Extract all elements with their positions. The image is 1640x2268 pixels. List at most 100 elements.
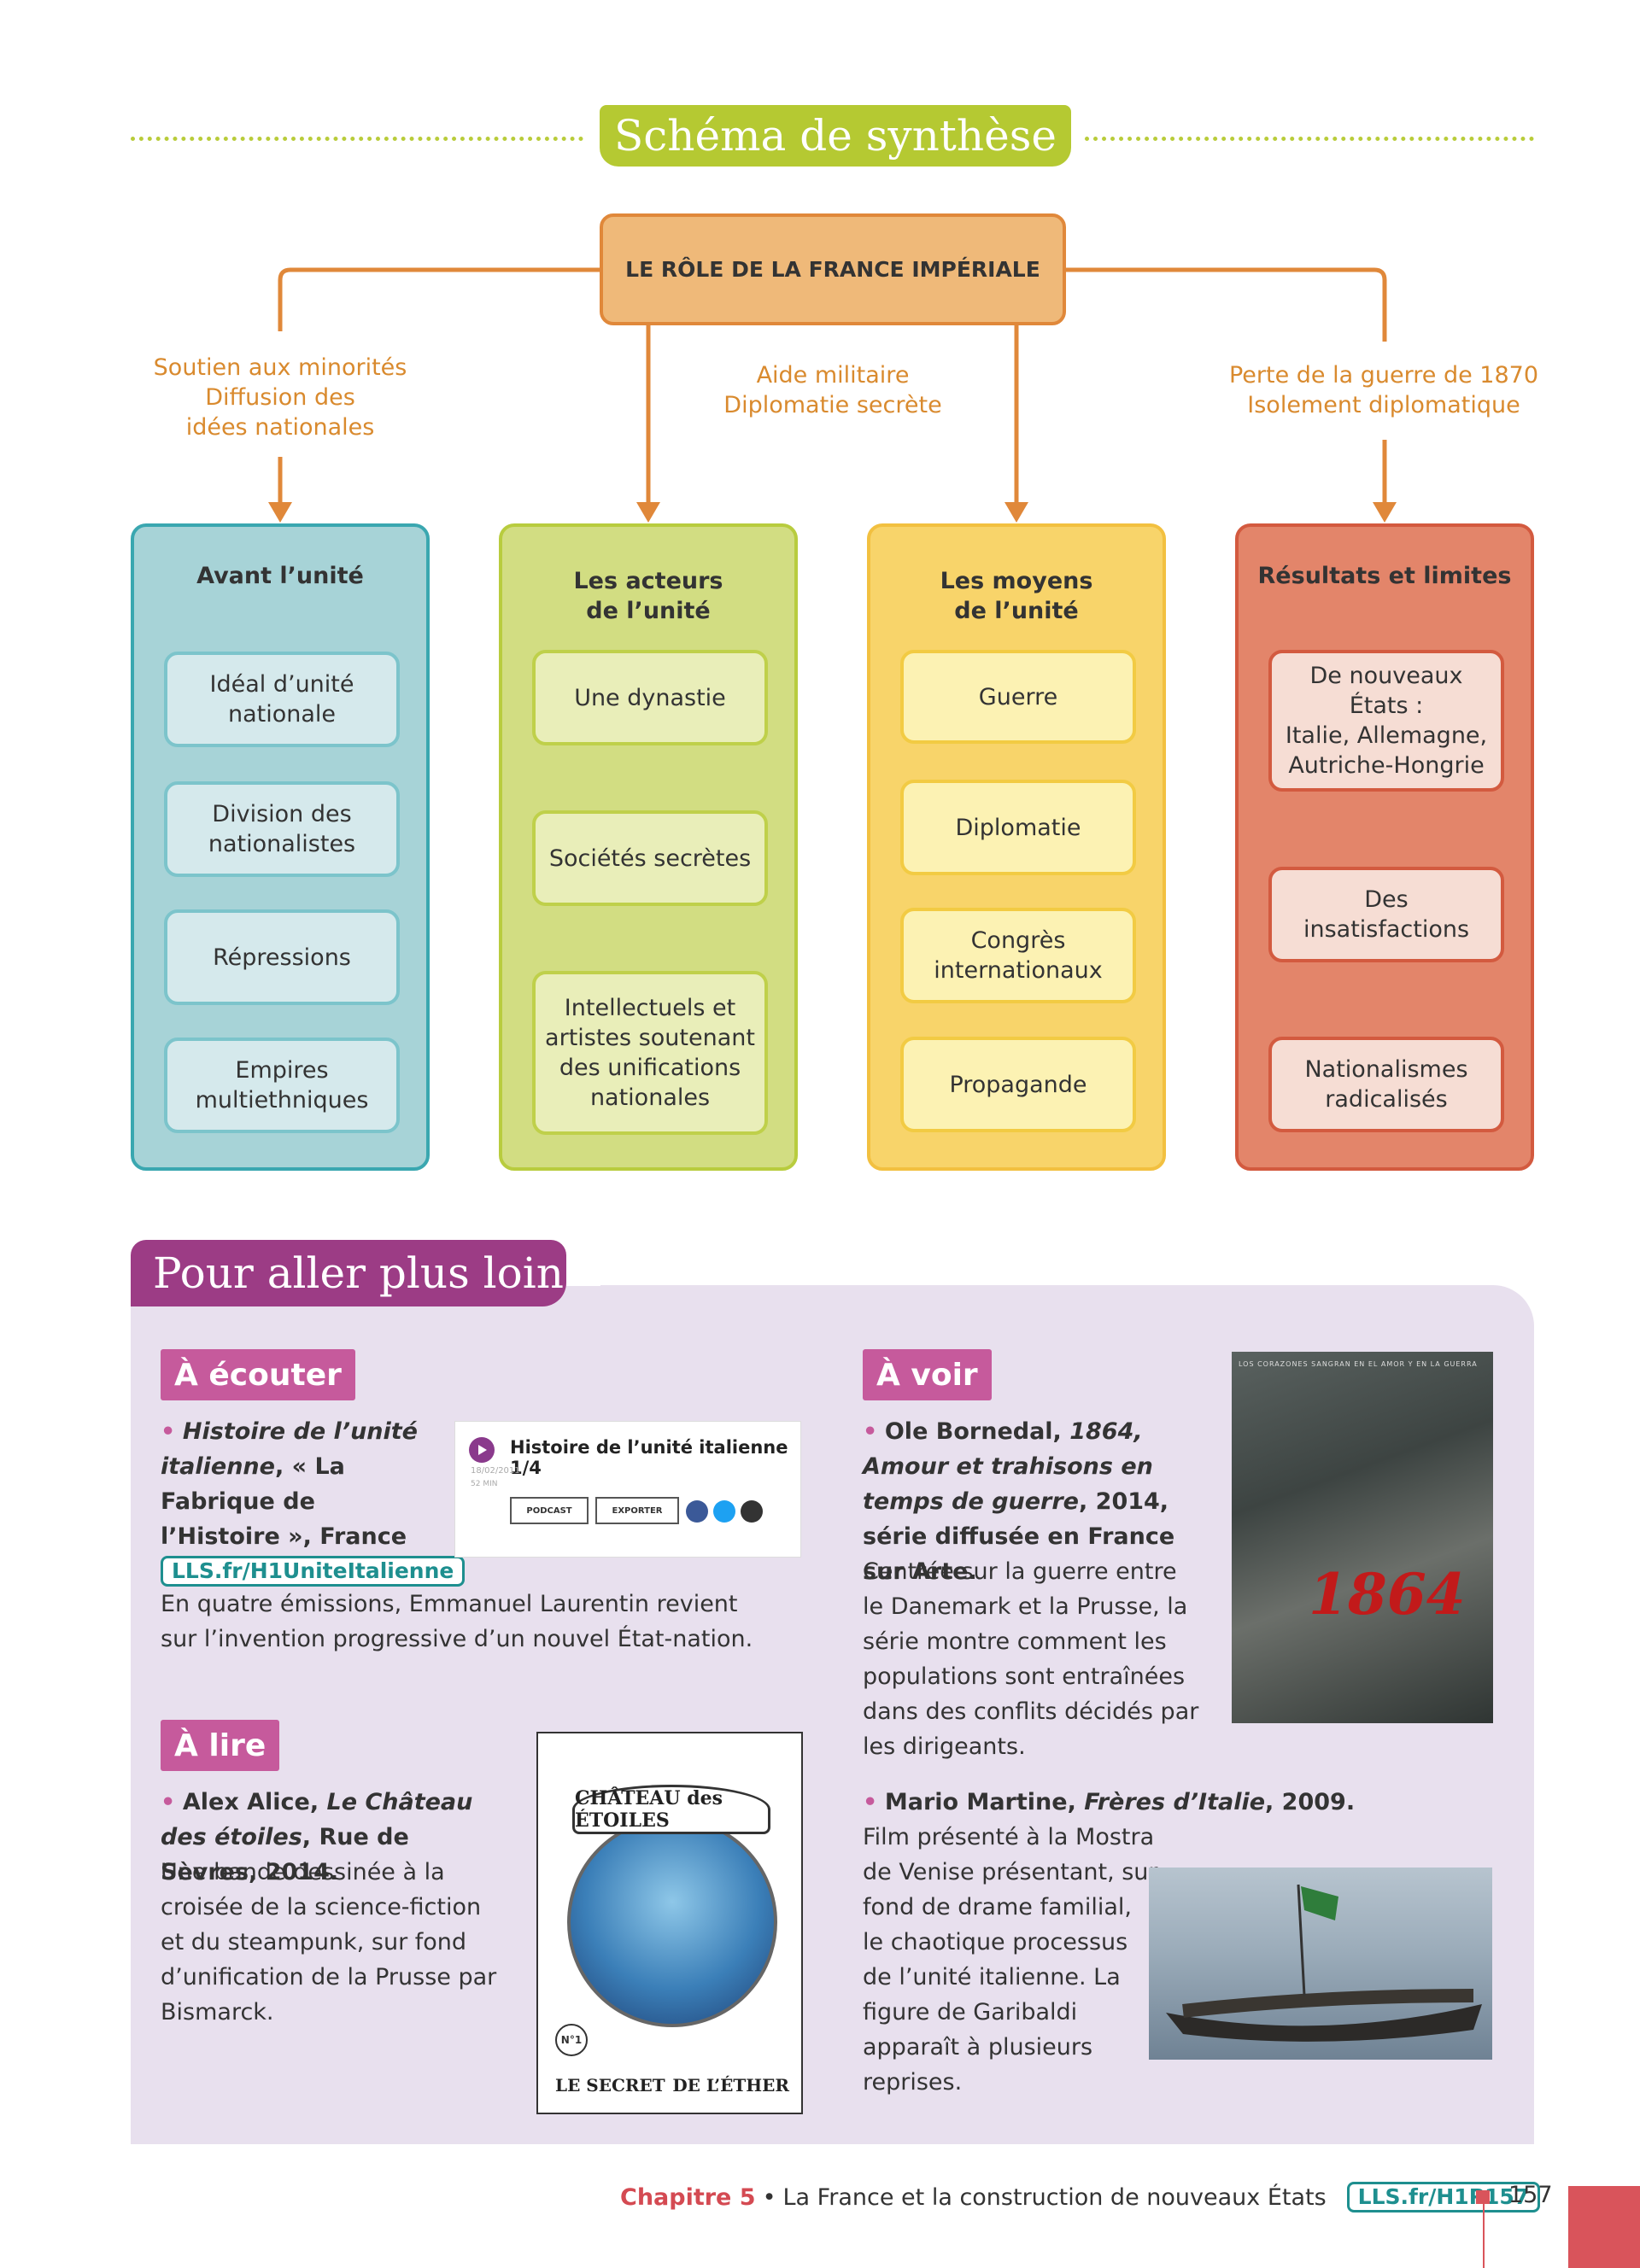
title-rule-left xyxy=(131,137,583,141)
poster-title: 1864 xyxy=(1309,1561,1466,1628)
schema-box: Répressions xyxy=(164,909,400,1005)
column-title-line: de l’unité xyxy=(954,598,1079,624)
box-line: Sociétés secrètes xyxy=(548,845,752,872)
watch-description-2: Film présenté à la Mostra de Venise prés… xyxy=(863,1820,1529,2100)
box-line: radicalisés xyxy=(1325,1086,1448,1113)
branch-label-right: Perte de la guerre de 1870 Isolement dip… xyxy=(1221,360,1546,420)
column-title-line: de l’unité xyxy=(586,598,711,624)
schema-box: Intellectuels et artistes soutenant des … xyxy=(532,971,768,1135)
column-title: Les moyens de l’unité xyxy=(870,566,1163,626)
further-title: Pour aller plus loin xyxy=(131,1240,566,1306)
box-line: Idéal d’unité xyxy=(209,671,354,698)
page-corner xyxy=(1568,2186,1640,2268)
export-button[interactable]: EXPORTER xyxy=(595,1497,679,1524)
watch-tag: À voir xyxy=(863,1349,992,1400)
play-icon[interactable] xyxy=(469,1437,495,1463)
page-marker-line xyxy=(1483,2190,1485,2268)
column-before-unity: Avant l’unité Idéal d’unité nationale Div… xyxy=(131,523,430,1171)
read-ref-rest: , Rue de Sèvres, 2014. xyxy=(161,1824,409,1885)
box-line: Congrès xyxy=(970,927,1066,954)
box-line: Nationalismes xyxy=(1304,1056,1468,1083)
footer-chapter: Chapitre 5 xyxy=(620,2183,756,2211)
box-line: nationalistes xyxy=(208,831,356,857)
branch-label-line: Diplomatie secrète xyxy=(723,392,942,418)
footer-separator: • xyxy=(762,2183,776,2211)
watch-description-2-text: Film présenté à la Mostra de Venise prés… xyxy=(863,1824,1158,2096)
box-line: Autriche-Hongrie xyxy=(1288,752,1485,779)
film-poster-image: LOS CORAZONES SANGRAN EN EL AMOR Y EN LA… xyxy=(1232,1352,1493,1723)
read-ref-title: Le Château des étoiles xyxy=(161,1789,473,1850)
schema-box: Empires multiethniques xyxy=(164,1038,400,1133)
footer-link[interactable]: LLS.fr/H1P157 xyxy=(1346,2182,1541,2212)
page-footer: Chapitre 5 • La France et la constructio… xyxy=(620,2182,1541,2212)
email-icon[interactable] xyxy=(741,1500,763,1523)
branch-label-line: Diffusion des xyxy=(205,384,355,411)
box-line: Division des xyxy=(212,801,352,827)
column-title: Avant l’unité xyxy=(134,561,426,591)
read-tag: À lire xyxy=(161,1720,280,1771)
schema-connectors xyxy=(268,267,1397,523)
watch-ref-title-2: Frères d’Italie xyxy=(1084,1789,1266,1815)
read-author: Alex Alice, xyxy=(182,1789,327,1815)
listen-ref-title: Histoire de l’unité italienne xyxy=(161,1418,418,1480)
title-rule-right xyxy=(1085,137,1534,141)
schema-box: Propagande xyxy=(900,1037,1136,1132)
panel-notch xyxy=(566,1240,600,1286)
column-title-line: Les acteurs xyxy=(573,568,723,594)
bullet: • xyxy=(161,1789,176,1815)
branch-label-line: Aide militaire xyxy=(756,362,910,389)
comic-illustration xyxy=(567,1817,777,2027)
box-line: artistes soutenant xyxy=(545,1025,755,1051)
box-line: Une dynastie xyxy=(574,684,726,711)
podcast-duration: 52 MIN xyxy=(471,1480,498,1488)
column-title-line: Résultats et limites xyxy=(1257,563,1512,589)
twitter-icon[interactable] xyxy=(713,1500,735,1523)
central-node: LE RÔLE DE LA FRANCE IMPÉRIALE xyxy=(600,213,1066,325)
column-results: Résultats et limites De nouveaux États :… xyxy=(1235,523,1534,1171)
poster-tagline: LOS CORAZONES SANGRAN EN EL AMOR Y EN LA… xyxy=(1239,1360,1478,1368)
schema-box: Congrès internationaux xyxy=(900,908,1136,1003)
footer-subject: La France et la construction de nouveaux… xyxy=(782,2183,1327,2211)
box-line: Propagande xyxy=(949,1071,1087,1098)
box-line: Répressions xyxy=(213,944,351,971)
comic-number: N°1 xyxy=(555,2024,588,2056)
comic-banner: CHÂTEAU des ÉTOILES xyxy=(572,1785,770,1834)
column-means: Les moyens de l’unité Guerre Diplomatie … xyxy=(867,523,1166,1171)
branch-label-middle: Aide militaire Diplomatie secrète xyxy=(692,360,974,420)
schema-box: Diplomatie xyxy=(900,780,1136,875)
watch-ref-title-1: 1864, Amour et trahisons en temps de gue… xyxy=(863,1418,1153,1515)
watch-ref-rest-1: , 2014, série diffusée en France sur Art… xyxy=(863,1488,1175,1585)
schema-box: Sociétés secrètes xyxy=(532,810,768,906)
box-line: des unifications xyxy=(559,1055,741,1081)
podcast-button[interactable]: PODCAST xyxy=(510,1497,589,1524)
facebook-icon[interactable] xyxy=(686,1500,708,1523)
branch-label-line: Perte de la guerre de 1870 xyxy=(1228,362,1538,389)
schema-box: Idéal d’unité nationale xyxy=(164,652,400,747)
bullet: • xyxy=(161,1418,176,1445)
boat-illustration xyxy=(1166,1884,1482,2042)
schema-box: De nouveaux États : Italie, Allemagne, A… xyxy=(1268,650,1504,792)
column-title-line: Avant l’unité xyxy=(196,563,364,589)
read-reference: • Alex Alice, Le Château des étoiles, Ru… xyxy=(161,1785,494,1890)
branch-label-left: Soutien aux minorités Diffusion des idée… xyxy=(144,353,417,442)
branch-label-line: Isolement diplomatique xyxy=(1247,392,1520,418)
listen-link[interactable]: LLS.fr/H1UniteItalienne xyxy=(161,1556,466,1587)
box-line: Des insatisfactions xyxy=(1303,886,1470,943)
listen-description: En quatre émissions, Emmanuel Laurentin … xyxy=(161,1591,753,1652)
comic-bottom-left: LE SECRET xyxy=(555,2075,665,2096)
listen-tag: À écouter xyxy=(161,1349,355,1400)
box-line: nationale xyxy=(227,701,337,728)
box-line: De nouveaux États : xyxy=(1309,663,1463,719)
box-line: nationales xyxy=(589,1084,711,1111)
podcast-card[interactable]: Histoire de l’unité italienne 1/4 18/02/… xyxy=(454,1421,801,1558)
column-title: Résultats et limites xyxy=(1239,561,1531,591)
branch-label-line: idées nationales xyxy=(185,414,375,441)
podcast-date: 18/02/2011 xyxy=(471,1466,520,1476)
watch-author-1: Ole Bornedal, xyxy=(884,1418,1070,1445)
schema-box: Division des nationalistes xyxy=(164,781,400,877)
schema-box: Une dynastie xyxy=(532,650,768,745)
box-line: multiethniques xyxy=(195,1087,369,1114)
watch-ref-rest-2: , 2009. xyxy=(1265,1789,1356,1815)
column-actors: Les acteurs de l’unité Une dynastie Soci… xyxy=(499,523,798,1171)
schema-box: Guerre xyxy=(900,650,1136,744)
